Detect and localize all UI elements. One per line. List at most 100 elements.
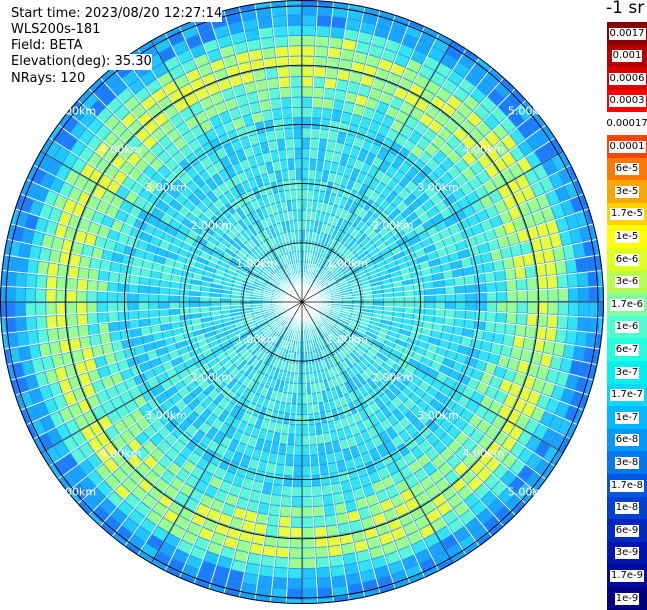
- range-gate-cell: [413, 282, 424, 290]
- range-gate-cell: [330, 205, 339, 216]
- range-gate-cell: [525, 265, 536, 278]
- range-gate-cell: [260, 218, 269, 229]
- range-gate-cell: [180, 507, 195, 521]
- range-gate-cell: [453, 61, 470, 77]
- range-gate-cell: [239, 487, 252, 500]
- range-gate-cell: [264, 472, 275, 484]
- range-gate-cell: [365, 97, 379, 110]
- range-gate-cell: [205, 485, 219, 499]
- range-gate-cell: [138, 294, 149, 302]
- range-gate-cell: [163, 509, 179, 524]
- range-gate-cell: [179, 418, 193, 432]
- range-gate-cell: [128, 79, 145, 95]
- legend-swatch: 1.7e-7: [607, 383, 647, 407]
- range-gate-cell: [369, 272, 380, 280]
- range-gate-cell: [396, 200, 408, 213]
- range-gate-cell: [29, 388, 44, 405]
- range-gate-cell: [190, 78, 205, 92]
- range-gate-cell: [77, 191, 92, 206]
- range-gate-cell: [251, 144, 262, 156]
- range-gate-cell: [319, 464, 330, 475]
- range-gate-cell: [332, 100, 344, 111]
- range-gate-cell: [421, 199, 434, 211]
- range-gate-cell: [553, 246, 565, 261]
- range-gate-cell: [242, 478, 255, 490]
- range-gate-cell: [410, 49, 427, 64]
- range-gate-cell: [158, 517, 174, 533]
- range-gate-cell: [471, 368, 484, 381]
- range-gate-cell: [261, 386, 269, 398]
- range-gate-cell: [169, 309, 180, 316]
- range-gate-cell: [174, 492, 190, 506]
- range-gate-cell: [309, 434, 317, 445]
- range-gate-cell: [257, 231, 266, 242]
- range-gate-cell: [335, 386, 344, 397]
- range-gate-cell: [51, 354, 64, 369]
- range-gate-cell: [432, 272, 444, 281]
- range-gate-cell: [471, 390, 485, 404]
- range-gate-cell: [285, 276, 292, 285]
- ray-separator: [0, 285, 303, 303]
- range-gate-cell: [118, 302, 128, 312]
- range-gate-cell: [339, 220, 348, 231]
- range-gate-cell: [197, 63, 213, 77]
- range-gate-cell: [233, 237, 244, 247]
- range-gate-cell: [251, 249, 261, 259]
- range-gate-cell: [31, 420, 46, 437]
- range-gate-cell: [377, 264, 388, 273]
- ray-separator: [301, 301, 467, 556]
- range-gate-cell: [259, 324, 269, 332]
- range-gate-cell: [503, 195, 517, 210]
- range-gate-cell: [255, 6, 271, 18]
- range-gate-cell: [342, 405, 352, 417]
- range-gate-cell: [31, 358, 45, 374]
- range-gate-cell: [486, 291, 497, 302]
- range-gate-cell: [262, 152, 272, 164]
- range-gate-cell: [322, 258, 330, 268]
- range-gate-cell: [414, 515, 430, 530]
- range-gate-cell: [206, 414, 218, 426]
- range-gate-cell: [58, 182, 73, 198]
- range-gate-cell: [338, 349, 347, 360]
- range-gate-cell: [317, 314, 326, 322]
- range-gate-cell: [206, 82, 221, 96]
- range-gate-cell: [268, 332, 277, 342]
- range-gate-cell: [40, 415, 55, 433]
- range-gate-cell: [289, 558, 302, 569]
- range-gate-cell: [71, 158, 87, 174]
- range-gate-cell: [424, 288, 435, 295]
- range-gate-cell: [548, 302, 558, 315]
- range-gate-cell: [106, 386, 119, 400]
- range-gate-cell: [236, 409, 247, 421]
- range-gate-cell: [317, 567, 331, 578]
- range-gate-cell: [378, 227, 389, 237]
- range-gate-cell: [331, 366, 339, 377]
- range-gate-cell: [350, 315, 361, 321]
- range-gate-cell: [348, 402, 358, 414]
- range-gate-cell: [241, 181, 252, 193]
- range-gate-cell: [220, 546, 236, 560]
- range-gate-cell: [356, 420, 367, 433]
- range-gate-cell: [420, 558, 437, 573]
- range-gate-cell: [331, 329, 340, 338]
- range-gate-cell: [185, 498, 200, 512]
- range-gate-cell: [381, 278, 392, 285]
- range-gate-cell: [239, 347, 249, 357]
- range-gate-cell: [190, 307, 200, 314]
- range-gate-cell: [299, 353, 302, 363]
- range-gate-cell: [270, 357, 277, 367]
- range-gate-cell: [181, 277, 192, 285]
- range-gate-cell: [195, 19, 212, 34]
- range-gate-cell: [221, 313, 232, 319]
- range-gate-cell: [310, 341, 316, 352]
- range-gate-cell: [482, 261, 494, 273]
- range-gate-cell: [171, 356, 184, 367]
- range-gate-cell: [334, 326, 343, 334]
- range-gate-cell: [378, 58, 393, 72]
- range-gate-cell: [193, 329, 205, 337]
- range-gate-cell: [172, 425, 186, 439]
- range-gate-cell: [412, 352, 424, 362]
- range-gate-cell: [111, 372, 124, 386]
- range-gate-cell: [247, 500, 260, 513]
- range-gate-cell: [207, 373, 219, 384]
